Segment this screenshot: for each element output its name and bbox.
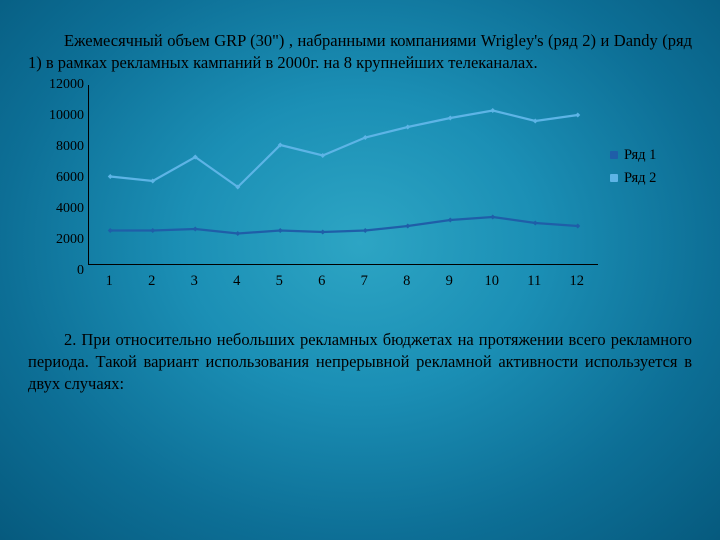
legend-label: Ряд 1 <box>624 147 656 164</box>
x-tick-label: 1 <box>88 273 131 297</box>
series-line <box>110 217 578 234</box>
series-marker <box>490 214 495 219</box>
x-tick-label: 8 <box>386 273 429 297</box>
x-tick-label: 2 <box>131 273 174 297</box>
series-marker <box>575 223 580 228</box>
y-tick-label: 8000 <box>30 140 84 154</box>
series-marker <box>575 112 580 117</box>
x-tick-label: 9 <box>428 273 471 297</box>
series-marker <box>150 228 155 233</box>
series-marker <box>448 217 453 222</box>
y-tick-label: 6000 <box>30 171 84 185</box>
x-tick-label: 10 <box>471 273 514 297</box>
series-marker <box>405 223 410 228</box>
outro-paragraph: 2. При относительно небольших рекламных … <box>28 329 692 396</box>
y-tick-label: 12000 <box>30 78 84 92</box>
x-tick-label: 7 <box>343 273 386 297</box>
series-marker <box>533 118 538 123</box>
legend-marker-icon <box>610 151 618 159</box>
x-tick-label: 11 <box>513 273 556 297</box>
intro-paragraph: Ежемесячный объем GRP (30") , набранными… <box>28 30 692 75</box>
series-marker <box>363 228 368 233</box>
series-marker <box>405 124 410 129</box>
legend: Ряд 1 Ряд 2 <box>610 147 690 193</box>
x-tick-label: 6 <box>301 273 344 297</box>
series-marker <box>235 231 240 236</box>
plot-area <box>88 85 598 265</box>
legend-item: Ряд 1 <box>610 147 690 164</box>
x-tick-label: 12 <box>556 273 599 297</box>
series-marker <box>490 108 495 113</box>
y-tick-label: 2000 <box>30 233 84 247</box>
series-marker <box>193 226 198 231</box>
legend-marker-icon <box>610 174 618 182</box>
x-tick-label: 3 <box>173 273 216 297</box>
x-axis: 123456789101112 <box>88 273 598 297</box>
legend-item: Ряд 2 <box>610 170 690 187</box>
x-tick-label: 4 <box>216 273 259 297</box>
y-tick-label: 4000 <box>30 202 84 216</box>
series-marker <box>108 174 113 179</box>
series-marker <box>533 220 538 225</box>
legend-label: Ряд 2 <box>624 170 656 187</box>
series-marker <box>278 228 283 233</box>
series-marker <box>108 228 113 233</box>
chart-container: 120001000080006000400020000 123456789101… <box>30 85 690 315</box>
series-marker <box>320 229 325 234</box>
y-tick-label: 0 <box>30 264 84 278</box>
chart-svg <box>89 85 598 264</box>
x-tick-label: 5 <box>258 273 301 297</box>
y-tick-label: 10000 <box>30 109 84 123</box>
series-line <box>110 110 578 187</box>
y-axis: 120001000080006000400020000 <box>30 85 84 271</box>
series-marker <box>448 115 453 120</box>
